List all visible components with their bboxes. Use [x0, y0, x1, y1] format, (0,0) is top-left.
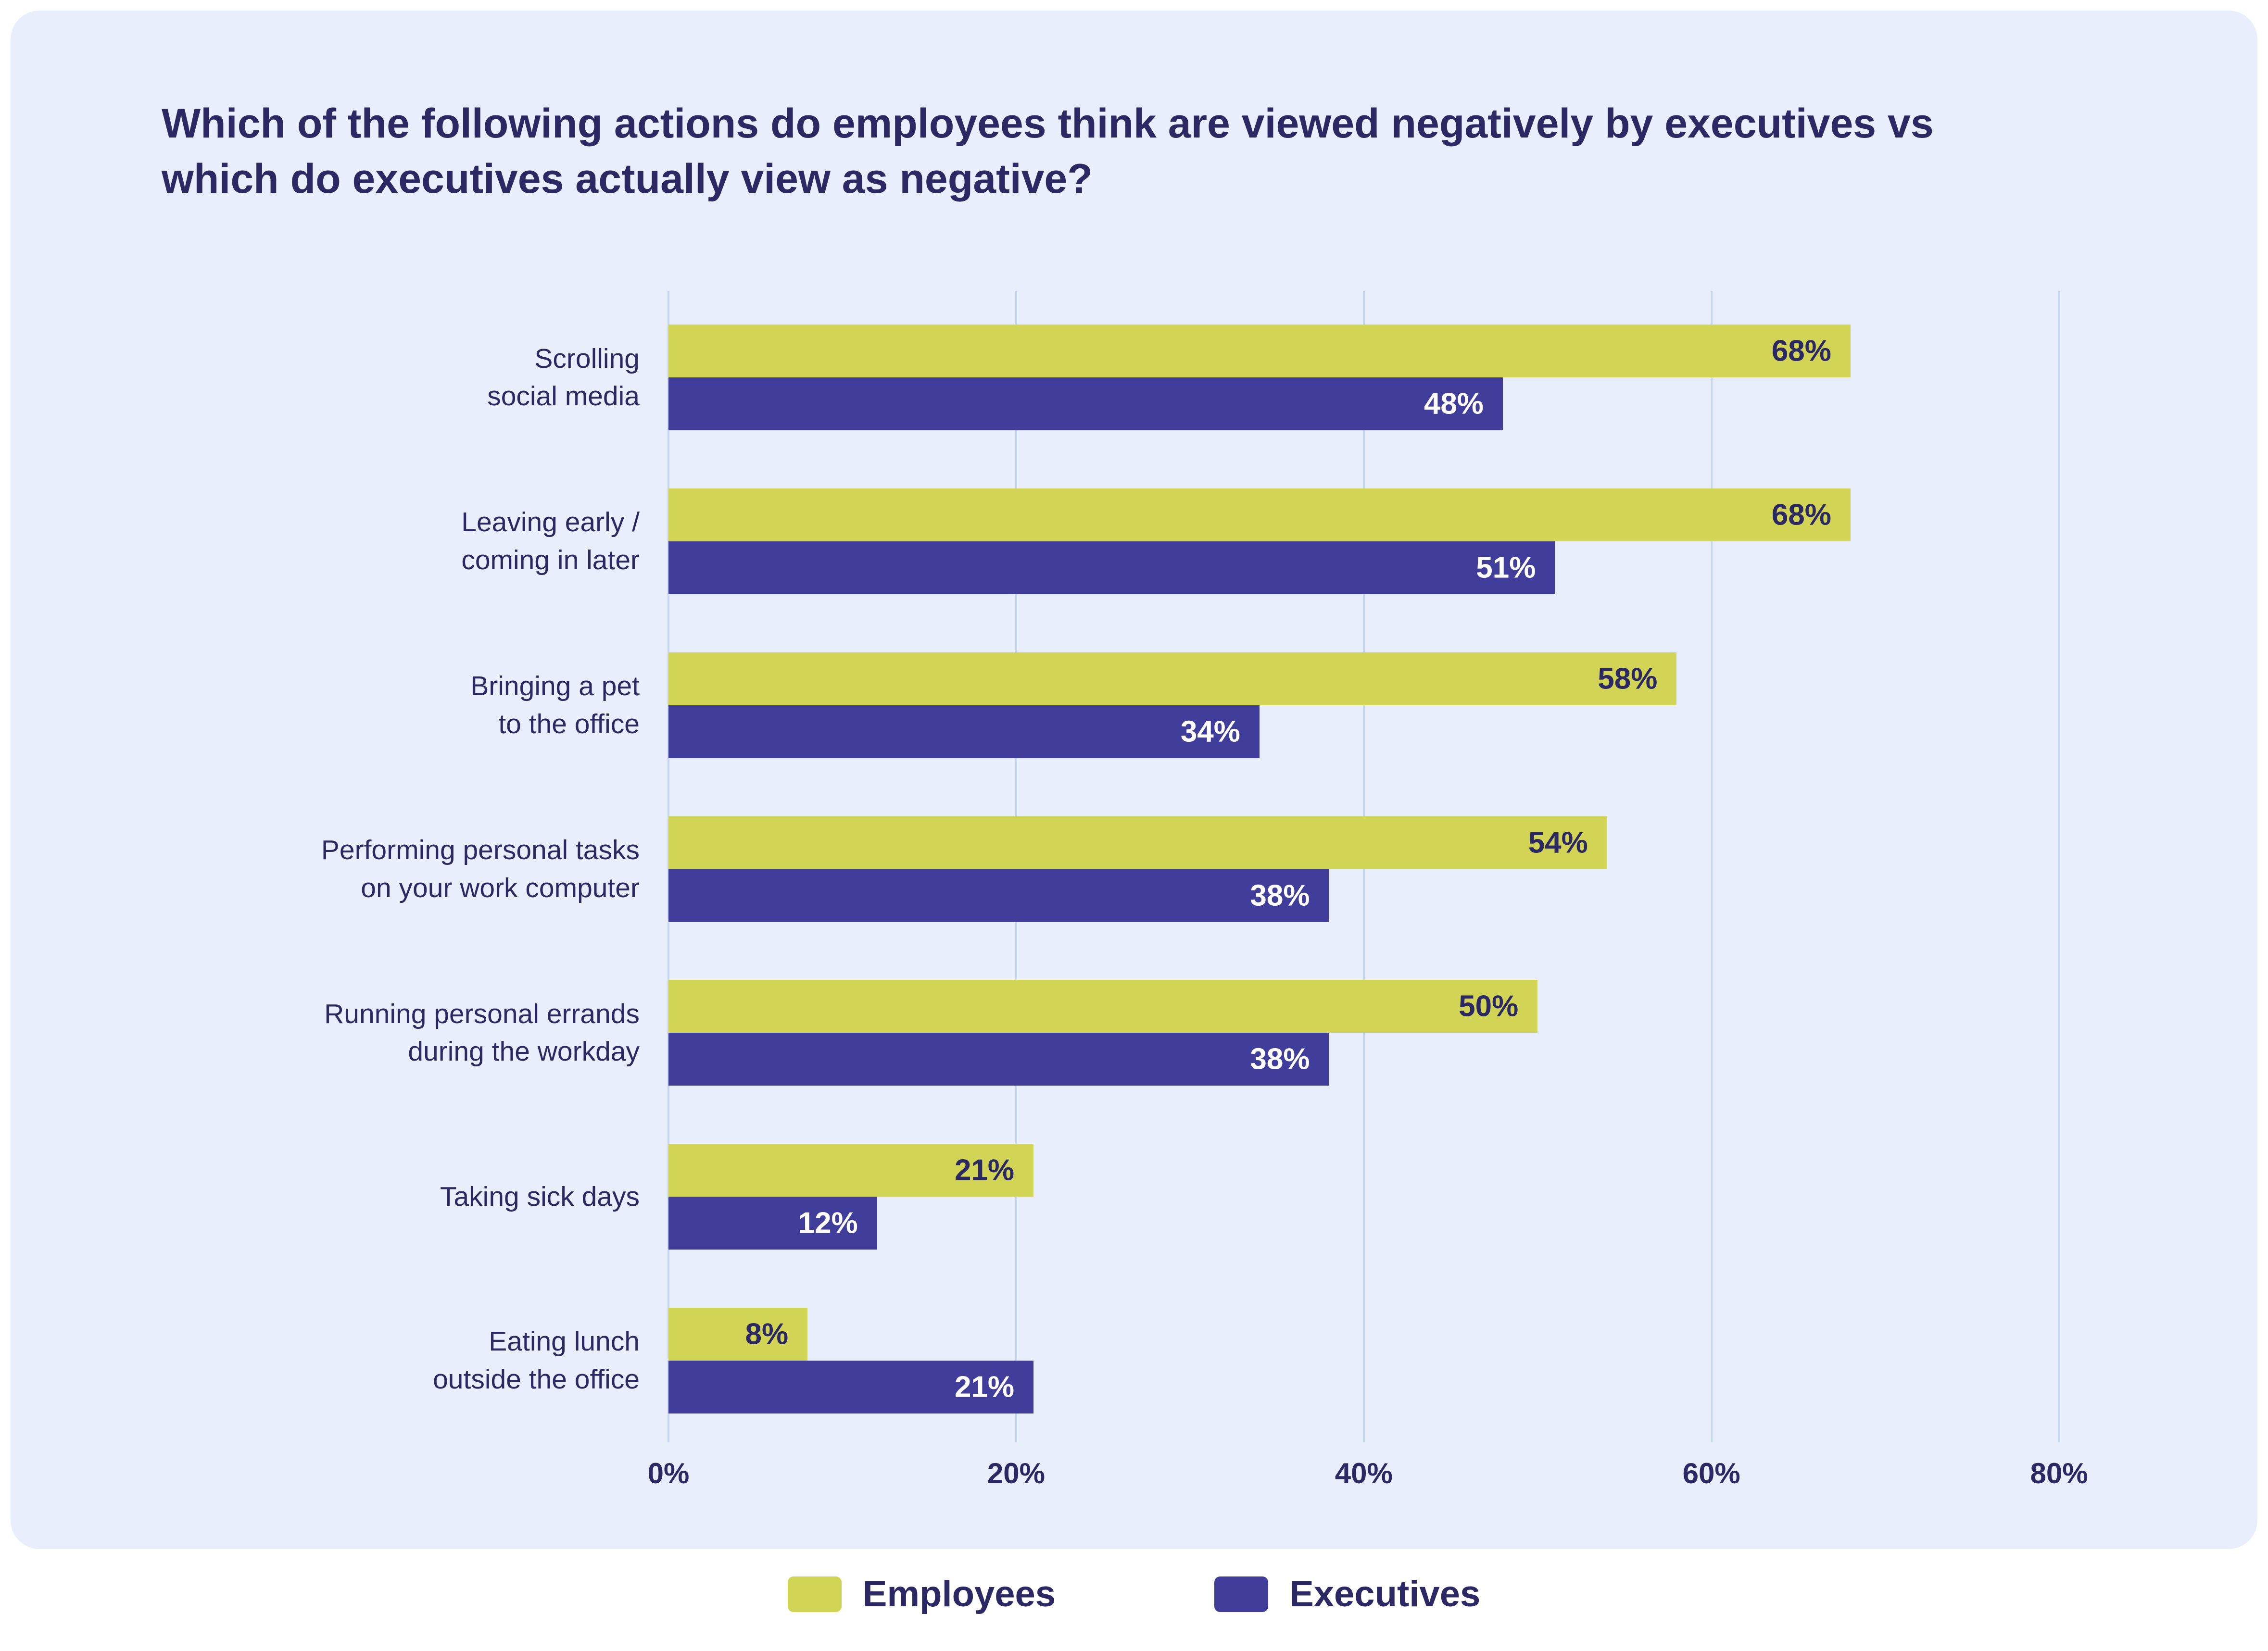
category-label: Bringing a pet to the office [470, 671, 640, 739]
bar-row: 50% 38% [668, 951, 2111, 1115]
category-label: Taking sick days [440, 1181, 640, 1212]
employees-swatch-icon [787, 1576, 842, 1612]
bar-value-label: 51% [1476, 551, 1536, 585]
bar-value-label: 21% [954, 1153, 1015, 1187]
bar-executives: 38% [668, 1033, 1329, 1086]
gridline [2058, 291, 2060, 1442]
bar-value-label: 38% [1250, 879, 1310, 913]
bar-row: 68% 48% [668, 296, 2111, 460]
category-labels: Scrolling social media Leaving early / comi… [77, 296, 640, 1442]
bar-value-label: 34% [1180, 715, 1240, 749]
bar-row: 21% 12% [668, 1115, 2111, 1279]
x-tick-label: 60% [1682, 1457, 1740, 1489]
category-label: Leaving early / coming in later [461, 507, 640, 576]
bar-employees: 50% [668, 980, 1538, 1033]
bar-executives: 48% [668, 377, 1503, 431]
bar-value-label: 48% [1424, 387, 1484, 421]
bar-row: 8% 21% [668, 1278, 2111, 1442]
x-tick-label: 0% [647, 1457, 690, 1489]
legend-item-employees: Employees [787, 1573, 1056, 1615]
bar-row: 54% 38% [668, 787, 2111, 951]
bar-value-label: 21% [954, 1370, 1015, 1404]
bar-employees: 68% [668, 488, 1851, 542]
bar-row: 68% 51% [668, 460, 2111, 624]
bar-executives: 34% [668, 705, 1260, 758]
bar-value-label: 12% [798, 1206, 858, 1240]
category-label: Running personal errands during the workd… [324, 998, 640, 1067]
bar-executives: 51% [668, 541, 1555, 595]
bar-executives: 38% [668, 869, 1329, 922]
x-tick-label: 40% [1335, 1457, 1393, 1489]
executives-swatch-icon [1214, 1576, 1269, 1612]
bar-employees: 21% [668, 1143, 1034, 1197]
bar-value-label: 8% [745, 1317, 789, 1351]
bar-value-label: 38% [1250, 1042, 1310, 1076]
bar-employees: 58% [668, 652, 1677, 705]
bar-value-label: 50% [1459, 989, 1519, 1023]
bar-employees: 68% [668, 325, 1851, 378]
category-label: Eating lunch outside the office [433, 1326, 640, 1395]
bar-rows: 68% 48% 68% 51% 58% 34% 54% 38% 50% 38% 21% 12% 8% 21… [668, 296, 2111, 1442]
category-label: Scrolling social media [487, 343, 640, 412]
plot-area: 68% 48% 68% 51% 58% 34% 54% 38% 50% 38% 21% 12% 8% 21… [668, 291, 2111, 1442]
legend-label-executives: Executives [1289, 1574, 1481, 1614]
bar-executives: 12% [668, 1196, 877, 1250]
bar-value-label: 68% [1771, 498, 1831, 532]
x-tick-label: 80% [2030, 1457, 2088, 1489]
chart-card [11, 11, 2257, 1549]
x-axis: 0% 20% 40% 60% 80% [648, 1457, 2111, 1500]
bar-value-label: 58% [1598, 662, 1658, 696]
bar-employees: 8% [668, 1307, 808, 1361]
legend: Employees Executives [0, 1573, 2268, 1615]
bar-row: 58% 34% [668, 623, 2111, 787]
legend-label-employees: Employees [862, 1574, 1056, 1614]
bar-executives: 21% [668, 1360, 1034, 1413]
legend-item-executives: Executives [1214, 1573, 1480, 1615]
bar-employees: 54% [668, 816, 1607, 869]
bar-value-label: 54% [1528, 826, 1588, 860]
bar-value-label: 68% [1771, 334, 1831, 368]
x-tick-label: 20% [987, 1457, 1045, 1489]
category-label: Performing personal tasks on your work co… [321, 834, 640, 903]
page-title: Which of the following actions do employ… [162, 100, 1934, 202]
gridline [1710, 291, 1713, 1442]
